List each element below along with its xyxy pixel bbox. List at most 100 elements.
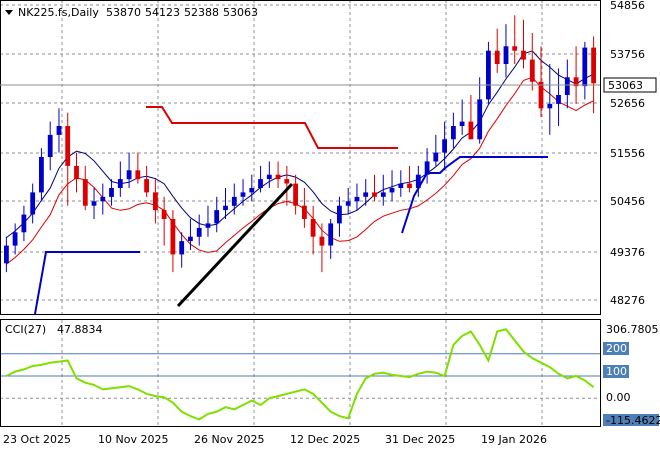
- price-panel-frame: [0, 0, 601, 315]
- candle-body: [398, 183, 404, 188]
- candle-body: [223, 205, 228, 211]
- cci-level-0: 0.00: [606, 391, 631, 404]
- candle-body: [188, 236, 193, 242]
- support-step-line-2: [401, 156, 548, 234]
- candle-body: [512, 46, 518, 51]
- candle-body: [266, 174, 272, 180]
- candle-body: [47, 134, 53, 157]
- cci-axis-min: -115.4622: [606, 414, 660, 427]
- cci-level-box-200: [603, 342, 629, 355]
- cci-title: CCI(27): [5, 323, 46, 336]
- date-label: 10 Nov 2025: [98, 433, 168, 446]
- ohlc-open: 53870: [106, 6, 141, 19]
- candle-body: [258, 179, 263, 188]
- chart-header: NK225.fs,Daily 53870 54123 52388 53063: [5, 6, 258, 19]
- candle-body: [459, 121, 465, 126]
- price-tick: 49376: [610, 246, 645, 259]
- candle-body: [74, 165, 79, 180]
- candle-body: [240, 192, 246, 197]
- candle-body: [214, 210, 220, 224]
- current-price-label: 53063: [608, 79, 643, 92]
- candle-body: [337, 205, 342, 224]
- cci-line: [5, 328, 595, 421]
- date-label: 23 Oct 2025: [3, 433, 71, 446]
- candle-body: [179, 241, 185, 255]
- candle-body: [372, 192, 377, 197]
- symbol-title: NK225.fs,Daily: [18, 6, 99, 19]
- candle-body: [91, 201, 97, 206]
- price-axis: 54856 53756 52656 51556 50456 49376 4827…: [603, 0, 657, 307]
- candle-body: [30, 192, 36, 215]
- current-price-box: [603, 77, 657, 93]
- candle-body: [100, 196, 106, 202]
- candle-body: [126, 170, 132, 180]
- candle-body: [538, 81, 544, 109]
- candle-body: [21, 214, 27, 233]
- candle-body: [477, 99, 483, 140]
- candle-body: [196, 227, 202, 237]
- candle-body: [293, 183, 298, 206]
- candle-body: [573, 77, 579, 87]
- candle-body: [380, 192, 386, 197]
- price-tick: 52656: [610, 97, 645, 110]
- candle-body: [564, 77, 570, 95]
- candle-body: [65, 126, 71, 166]
- candle-body: [117, 179, 123, 188]
- price-tick: 50456: [610, 195, 645, 208]
- cci-axis-max: 306.7805: [606, 323, 659, 336]
- price-tick: 54856: [610, 0, 645, 12]
- candle-body: [39, 157, 44, 193]
- cci-min-box: [603, 414, 659, 426]
- candle-body: [363, 192, 369, 197]
- support-step-line: [34, 251, 140, 315]
- cci-level-200: 200: [606, 342, 627, 355]
- cci-panel-frame: [0, 319, 601, 427]
- date-label: 19 Jan 2026: [481, 433, 547, 446]
- upper-band-line: [6, 50, 594, 238]
- candle-body: [310, 219, 316, 237]
- cci-grid: [0, 320, 600, 426]
- price-tick: 51556: [610, 147, 645, 160]
- candle-body: [521, 50, 526, 60]
- candle-body: [153, 192, 158, 211]
- ohlc-high: 54123: [145, 6, 180, 19]
- candle-body: [319, 236, 325, 246]
- price-tick: 53756: [610, 48, 645, 61]
- candle-body: [389, 188, 395, 193]
- candle-body: [556, 95, 561, 104]
- candle-body: [503, 46, 509, 64]
- candle-body: [582, 47, 588, 87]
- ohlc-close: 53063: [223, 6, 258, 19]
- overlay-lines: [34, 106, 548, 315]
- candle-body: [415, 174, 421, 188]
- resistance-step-line: [146, 106, 398, 149]
- candle-body: [135, 170, 141, 180]
- candle-body: [109, 188, 114, 197]
- ohlc-low: 52388: [184, 6, 219, 19]
- candle-body: [231, 196, 237, 206]
- candle-body: [494, 50, 500, 64]
- cci-axis: 306.7805 200 100 0.00 -115.4622: [603, 323, 660, 427]
- candle-body: [82, 179, 88, 206]
- date-label: 12 Dec 2025: [290, 433, 360, 446]
- candle-body: [433, 152, 439, 162]
- date-label: 26 Nov 2025: [194, 433, 264, 446]
- candle-body: [442, 139, 447, 153]
- price-grid: [0, 0, 600, 314]
- trendline: [176, 182, 294, 308]
- cci-header: CCI(27) 47.8834: [5, 323, 103, 336]
- candle-body: [144, 179, 149, 193]
- candle-body: [328, 223, 334, 246]
- cci-series: [5, 328, 595, 421]
- date-axis: 23 Oct 2025 10 Nov 2025 26 Nov 2025 12 D…: [3, 433, 547, 446]
- candle-body: [170, 219, 176, 255]
- candle-body: [345, 201, 351, 206]
- cci-value: 47.8834: [57, 323, 103, 336]
- dropdown-triangle-icon[interactable]: [5, 10, 13, 15]
- candlestick-series: [4, 15, 596, 273]
- candle-body: [451, 126, 456, 140]
- candle-body: [161, 210, 167, 219]
- candle-body: [12, 232, 18, 246]
- candle-body: [4, 245, 9, 264]
